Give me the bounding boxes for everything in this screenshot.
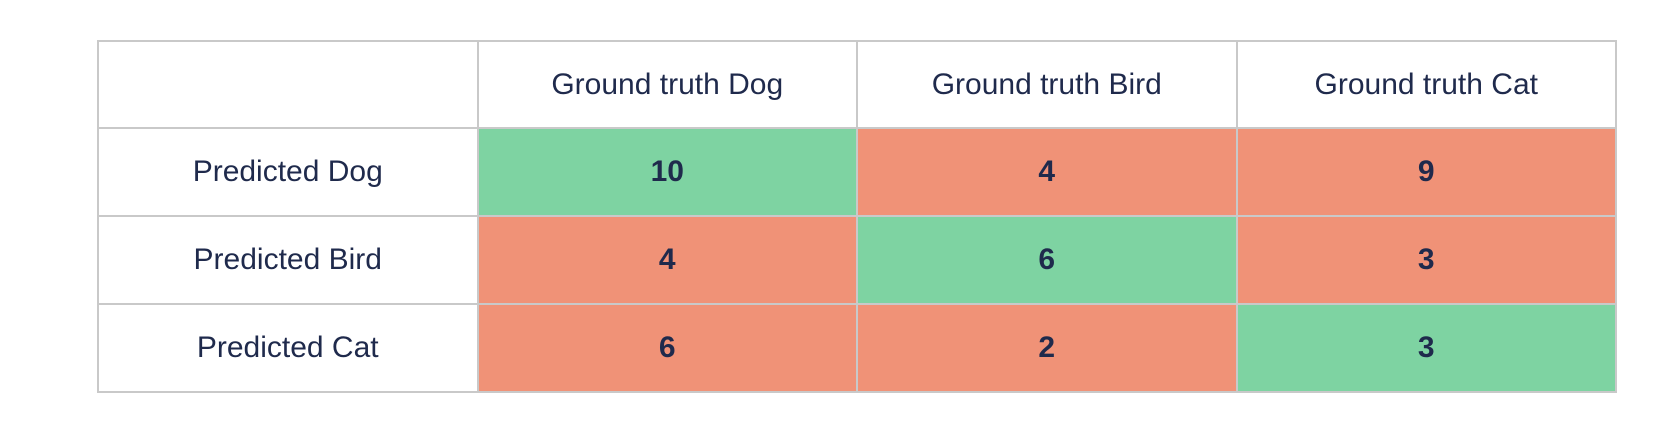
cell-predicted-bird-ground-truth-cat: 3 [1235,215,1617,305]
cell-predicted-cat-ground-truth-bird: 2 [856,303,1238,393]
cell-predicted-cat-ground-truth-cat: 3 [1235,303,1617,393]
row-label-predicted-dog: Predicted Dog [97,127,479,217]
column-header-ground-truth-cat: Ground truth Cat [1235,40,1617,129]
column-header-ground-truth-bird: Ground truth Bird [856,40,1238,129]
row-label-predicted-bird: Predicted Bird [97,215,479,305]
confusion-matrix-table: Ground truth Dog Ground truth Bird Groun… [97,40,1617,393]
cell-predicted-dog-ground-truth-bird: 4 [856,127,1238,217]
column-header-ground-truth-dog: Ground truth Dog [476,40,858,129]
cell-predicted-dog-ground-truth-dog: 10 [476,127,858,217]
table-row-predicted-cat: Predicted Cat 6 2 3 [97,303,1617,393]
table-row-predicted-bird: Predicted Bird 4 6 3 [97,215,1617,305]
cell-predicted-bird-ground-truth-dog: 4 [476,215,858,305]
table-header: Ground truth Dog Ground truth Bird Groun… [97,40,1617,129]
header-row: Ground truth Dog Ground truth Bird Groun… [97,40,1617,129]
cell-predicted-dog-ground-truth-cat: 9 [1235,127,1617,217]
corner-cell [97,40,479,129]
cell-predicted-cat-ground-truth-dog: 6 [476,303,858,393]
cell-predicted-bird-ground-truth-bird: 6 [856,215,1238,305]
row-label-predicted-cat: Predicted Cat [97,303,479,393]
table-body: Predicted Dog 10 4 9 Predicted Bird 4 6 … [97,127,1617,393]
table-row-predicted-dog: Predicted Dog 10 4 9 [97,127,1617,217]
